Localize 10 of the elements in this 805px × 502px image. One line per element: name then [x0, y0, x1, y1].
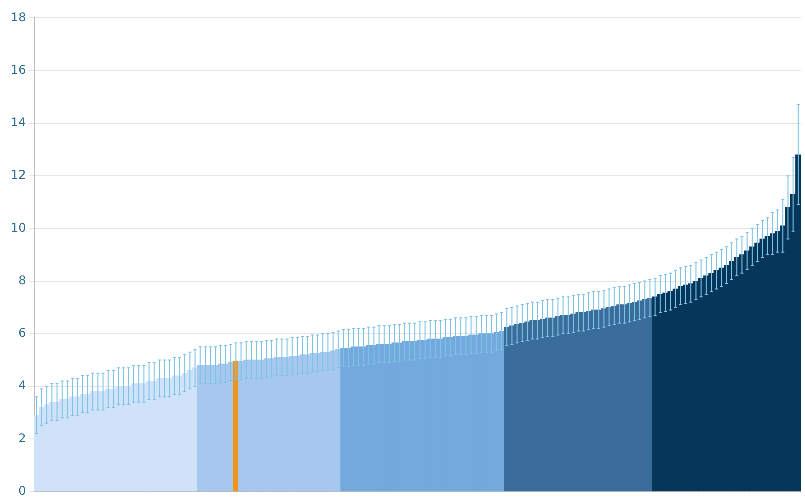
- y-tick-label: 12: [10, 168, 26, 182]
- y-tick-label: 0: [18, 484, 26, 498]
- y-tick-label: 4: [18, 378, 26, 393]
- y-tick-label: 8: [18, 273, 26, 288]
- y-tick-label: 18: [10, 10, 26, 24]
- y-tick-label: 6: [18, 326, 26, 340]
- y-tick-label: 2: [18, 431, 26, 446]
- y-tick-label: 16: [10, 62, 26, 77]
- y-tick-label: 10: [10, 220, 26, 235]
- y-tick-label: 14: [10, 116, 26, 130]
